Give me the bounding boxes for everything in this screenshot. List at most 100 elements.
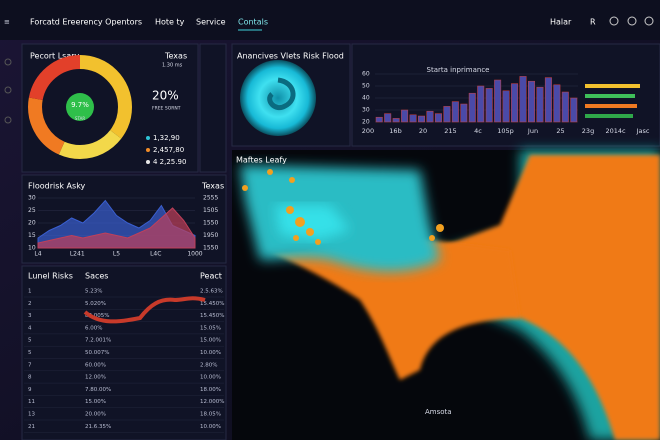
- marker[interactable]: [315, 239, 321, 245]
- bar: [401, 109, 409, 123]
- x-label: 2014c: [605, 127, 626, 135]
- table-cell: 15.450%: [200, 313, 224, 319]
- marker[interactable]: [242, 185, 248, 191]
- table-cell: 21.6.35%: [85, 424, 111, 430]
- side-icon[interactable]: [4, 86, 12, 94]
- nav-bar: [0, 0, 660, 40]
- table-cell: 60.00%: [85, 362, 106, 368]
- bar: [426, 110, 434, 123]
- x-label: 1000: [187, 251, 202, 258]
- table-cell: 12.000%: [200, 399, 224, 405]
- x-label: Jasc: [636, 127, 650, 135]
- bar: [519, 76, 527, 123]
- x-label: L5: [113, 251, 120, 258]
- donut: [28, 55, 132, 159]
- table-cell: 8: [28, 375, 32, 381]
- donut-center: [66, 93, 94, 121]
- bar: [502, 90, 510, 123]
- y-tick-label: 30: [362, 107, 370, 114]
- marker[interactable]: [429, 235, 435, 241]
- icon[interactable]: [609, 16, 619, 26]
- table-cell: 18.00%: [200, 387, 221, 393]
- region: Texas: [164, 52, 187, 61]
- legend-label: 1,32,90: [153, 134, 180, 142]
- bar: [375, 116, 383, 123]
- marker[interactable]: [293, 235, 299, 241]
- mini-bar: [585, 114, 633, 118]
- nav-link[interactable]: Hote ty: [155, 18, 185, 27]
- marker[interactable]: [436, 224, 444, 232]
- bar: [511, 83, 519, 123]
- y-tick-label: 10: [28, 245, 36, 252]
- table-cell: 5.23%: [85, 289, 102, 295]
- legend-label: 4 2,25.90: [153, 158, 186, 166]
- table-cell: 7.2.001%: [85, 338, 111, 344]
- nav-icon[interactable]: R: [590, 18, 596, 27]
- donut-seg: [28, 55, 132, 159]
- user[interactable]: Halar: [550, 18, 572, 27]
- marker[interactable]: [286, 206, 294, 214]
- flood-zone: [380, 155, 660, 440]
- y2-label: 2555: [203, 195, 218, 202]
- table-cell: 20.00%: [85, 412, 106, 418]
- side-panel: [199, 43, 227, 173]
- swirl: [240, 60, 316, 136]
- icon[interactable]: [644, 16, 654, 26]
- swirl-arm: [267, 77, 296, 110]
- bar: [528, 80, 535, 123]
- bar: [536, 86, 544, 123]
- y-tick-label: 25: [28, 207, 36, 214]
- table-cell: 10.00%: [200, 350, 221, 356]
- mini-bar: [585, 84, 640, 88]
- table-cell: 9: [28, 387, 32, 393]
- table-cell: 1: [28, 289, 32, 295]
- table-cell: 80.005%: [85, 313, 109, 319]
- table-cell: 15.450%: [200, 301, 224, 307]
- donut-label: STAR: [75, 116, 85, 121]
- area: [37, 207, 196, 249]
- donut-seg: [28, 55, 132, 159]
- table-panel: [21, 265, 227, 440]
- map-title: Maftes Leafy: [236, 156, 287, 165]
- marker[interactable]: [267, 169, 273, 175]
- nav-link[interactable]: Service: [196, 18, 226, 27]
- markers: [242, 169, 444, 245]
- y2-label: 1505: [203, 207, 218, 214]
- marker[interactable]: [306, 228, 314, 236]
- marker[interactable]: [289, 177, 295, 183]
- side-icon[interactable]: [4, 116, 12, 124]
- y2-label: 1950: [203, 232, 218, 239]
- menu-icon[interactable]: ≡: [4, 18, 10, 26]
- x-label: 16b: [389, 127, 401, 135]
- marker[interactable]: [295, 217, 305, 227]
- side-icon[interactable]: [4, 58, 12, 66]
- panel-title: Anancives Vlets Risk Flood: [237, 52, 344, 61]
- table-cell: 5.020%: [85, 301, 106, 307]
- table-cell: 21: [28, 424, 35, 430]
- nav-link[interactable]: Contals: [238, 18, 268, 27]
- nav: ≡ Forcatd Ereerency Opentors Hote ty Ser…: [0, 0, 660, 40]
- x-label: L4: [34, 251, 41, 258]
- trend-line: [83, 296, 206, 324]
- table-cell: 11: [28, 399, 35, 405]
- legend-dot: [146, 160, 150, 164]
- big-label: FREE SORNT: [152, 106, 181, 112]
- table-cell: 5: [28, 338, 32, 344]
- x-label: 25: [556, 127, 564, 135]
- table-cell: 10.00%: [200, 375, 221, 381]
- legend-dot: [146, 148, 150, 152]
- icon[interactable]: [627, 16, 637, 26]
- table-header: Saces: [85, 272, 108, 281]
- x-label: Jun: [527, 127, 538, 135]
- y-tick-label: 40: [362, 95, 370, 102]
- panel-title: Pecort Lsary: [30, 52, 80, 61]
- y-tick-label: 20: [362, 119, 370, 126]
- x-label: 20: [419, 127, 427, 135]
- subtitle: 1.30 ms: [162, 63, 183, 69]
- chart-title: Starta inprimance: [427, 66, 490, 74]
- table-cell: 15.00%: [85, 399, 106, 405]
- legend: 1,32,90 2,457,80 4 2,25.90: [146, 134, 186, 166]
- table-cell: 15.00%: [200, 338, 221, 344]
